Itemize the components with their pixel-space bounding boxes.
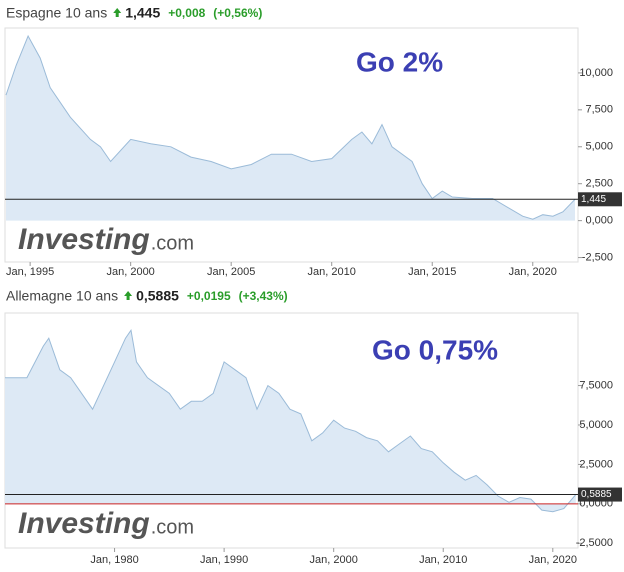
y-tick-label: 10,000 (579, 67, 613, 79)
price: 1,445 (125, 5, 160, 21)
change: +0,008 (168, 6, 205, 20)
y-tick-label: 7,5000 (579, 379, 613, 391)
instrument-name: Allemagne 10 ans (6, 288, 118, 304)
x-tick-label: Jan, 2020 (529, 554, 577, 566)
x-tick-label: Jan, 2005 (207, 266, 255, 278)
brand-suffix: .com (151, 232, 194, 254)
area-line (5, 329, 577, 513)
x-tick-label: Jan, 1980 (90, 554, 138, 566)
annotation: Go 2% (356, 46, 443, 77)
x-tick-label: Jan, 1990 (200, 554, 248, 566)
annotation: Go 0,75% (372, 334, 498, 365)
x-tick-label: Jan, 2000 (106, 266, 154, 278)
y-tick-label: 0,0000 (579, 498, 613, 510)
price: 0,5885 (136, 288, 179, 304)
last-price-box (578, 192, 622, 207)
change: +0,0195 (187, 289, 231, 303)
x-tick-label: Jan, 2015 (408, 266, 456, 278)
y-tick-label: 5,000 (585, 141, 613, 153)
up-arrow (113, 8, 122, 17)
y-tick-label: 7,500 (585, 104, 613, 116)
instrument-name: Espagne 10 ans (6, 5, 107, 21)
brand-logo: Investing (18, 507, 150, 540)
last-price-box (578, 487, 622, 502)
brand-logo: Investing (18, 223, 150, 256)
x-tick-label: Jan, 2000 (310, 554, 358, 566)
last-price-label: 0,5885 (581, 489, 612, 500)
change-percent: (+0,56%) (213, 6, 262, 20)
y-tick-label: 2,5000 (579, 458, 613, 470)
brand-suffix: .com (151, 516, 194, 538)
area-fill (6, 36, 575, 221)
y-tick-label: 5,0000 (579, 419, 613, 431)
x-tick-label: Jan, 2020 (509, 266, 557, 278)
y-tick-label: 2,500 (585, 178, 613, 190)
area-line (5, 34, 576, 220)
plot-panel (4, 27, 579, 263)
x-tick-label: Jan, 2010 (419, 554, 467, 566)
y-tick-label: -2,5000 (576, 537, 613, 549)
y-tick-label: 0,000 (585, 215, 613, 227)
area-fill (5, 330, 576, 512)
last-price-label: 1,445 (581, 194, 606, 205)
up-arrow (124, 291, 133, 300)
y-tick-label: -2,500 (582, 251, 613, 263)
change-percent: (+3,43%) (239, 289, 288, 303)
x-tick-label: Jan, 1995 (6, 266, 54, 278)
x-tick-label: Jan, 2010 (308, 266, 356, 278)
